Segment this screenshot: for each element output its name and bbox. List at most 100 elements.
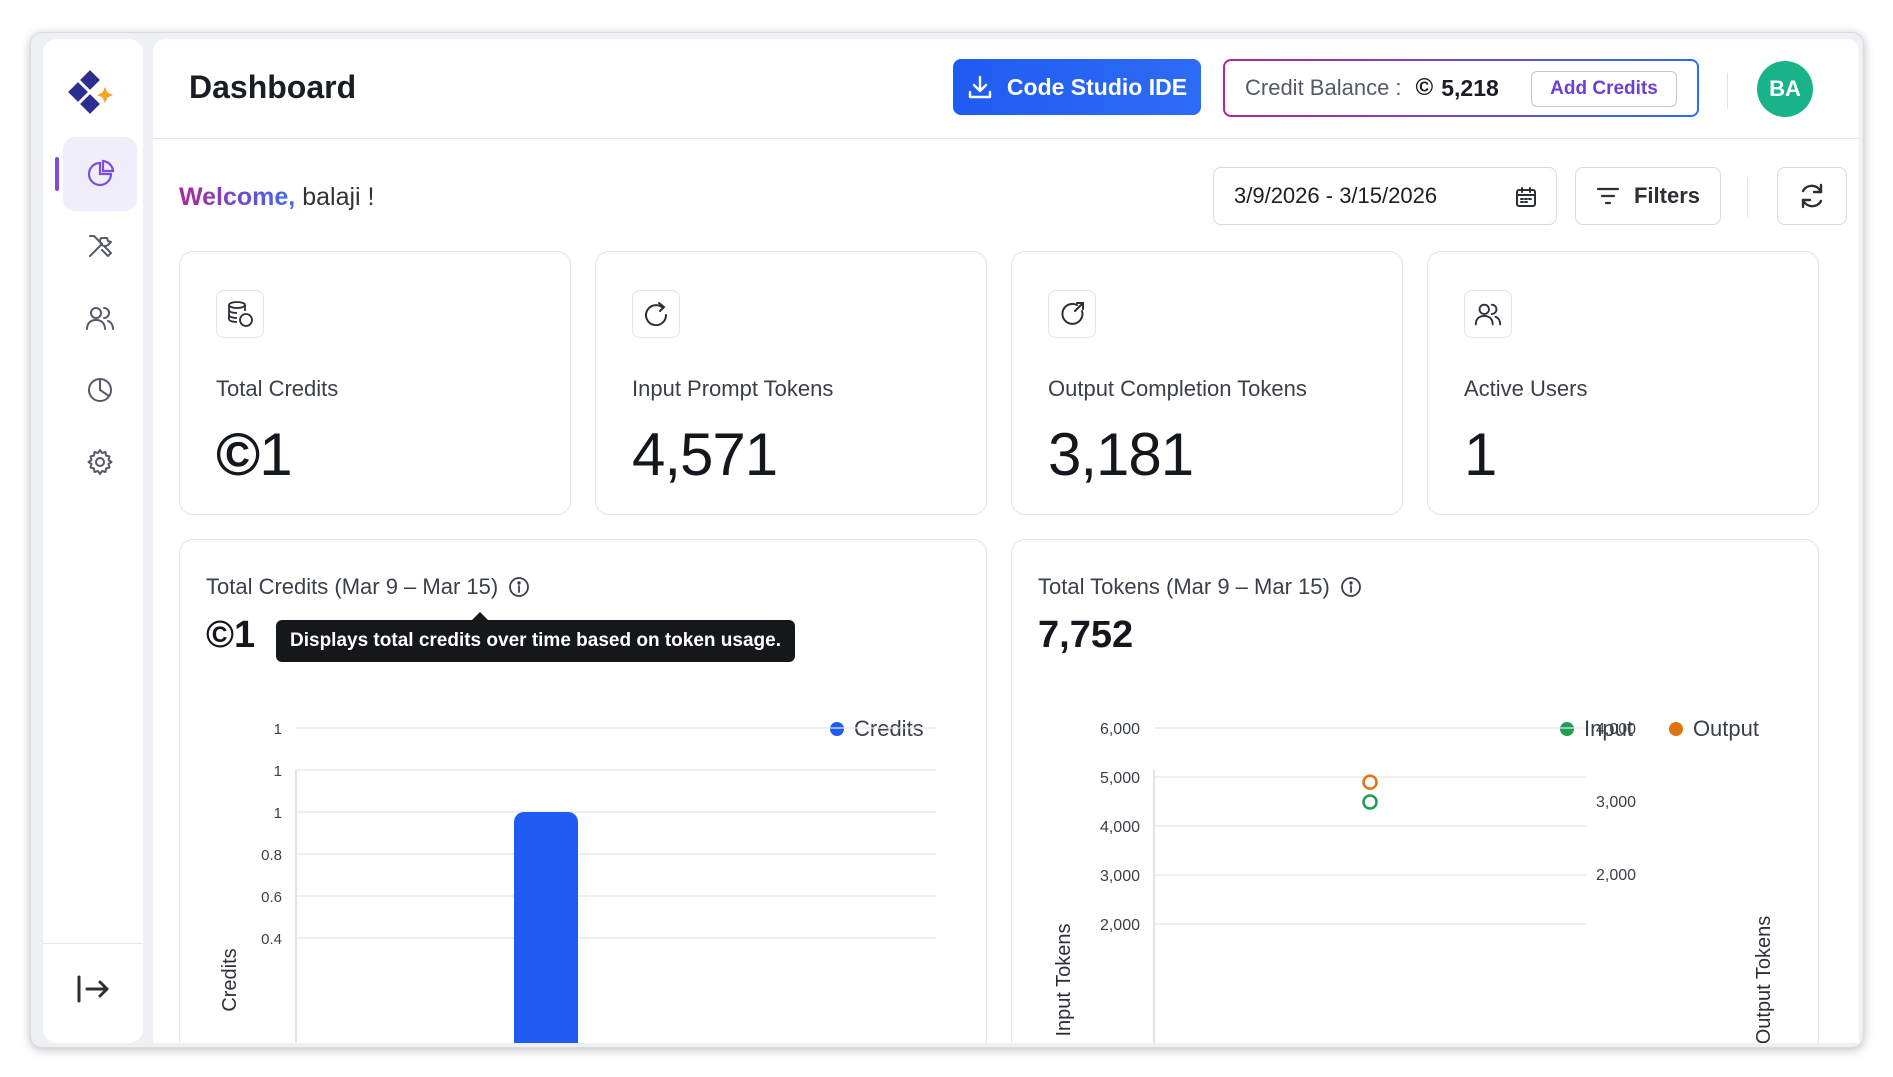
calendar-icon (1516, 187, 1536, 207)
card-icon-container (1048, 290, 1096, 338)
legend-label-input: Input (1584, 716, 1633, 741)
filters-label: Filters (1633, 183, 1701, 208)
card-label: Total Credits (216, 376, 339, 401)
tokens-y-tick-label-left: 4,000 (1100, 819, 1140, 836)
add-credits-button[interactable]: Add Credits (1531, 71, 1677, 107)
sidebar-item-dashboard[interactable] (55, 137, 137, 211)
sidebar-item-tools[interactable] (63, 209, 137, 283)
credits-bar[interactable] (514, 812, 578, 1043)
stat-card-output-completion-tokens: Output Completion Tokens 3,181 (1011, 251, 1403, 515)
header-divider (1727, 73, 1728, 109)
users-icon (1474, 303, 1502, 326)
stat-card-input-prompt-tokens: Input Prompt Tokens 4,571 (595, 251, 987, 515)
tools-icon (89, 235, 112, 257)
tokens-y-tick-label-left: 5,000 (1100, 770, 1140, 787)
card-icon-container (1464, 290, 1512, 338)
tokens-y-axis-label-left: Input Tokens (1053, 923, 1075, 1036)
tokens-y-tick-label-right: 2,000 (1596, 867, 1636, 884)
card-icon-container (216, 290, 264, 338)
credits-y-tick-label: 1 (274, 805, 282, 822)
controls-divider (1747, 177, 1748, 217)
credits-y-tick-label: 0.4 (261, 931, 282, 948)
analytics-icon (88, 378, 112, 402)
legend-swatch-input (1560, 722, 1574, 736)
output-completion-tokens-value: 3,181 (1048, 421, 1194, 488)
sidebar-item-analytics[interactable] (63, 353, 137, 427)
card-label: Input Prompt Tokens (632, 376, 834, 401)
credits-y-tick-label: 0.6 (261, 889, 282, 906)
filter-icon (1596, 187, 1620, 205)
tokens-y-tick-label-right: 4,000 (1596, 721, 1636, 738)
credits-chart-title: Total Credits (Mar 9 – Mar 15) (206, 574, 530, 600)
tokens-chart-legend[interactable]: Input Output (1560, 716, 1759, 742)
logout-icon[interactable] (73, 969, 113, 1009)
output-point[interactable] (1362, 774, 1378, 790)
credit-coin-icon: © (216, 421, 260, 488)
credits-bar-chart: Credits 1 1 1 0.8 0.6 0.4 (219, 721, 936, 1043)
info-tooltip: Displays total credits over time based o… (276, 612, 795, 662)
tokens-chart-card: Total Tokens (Mar 9 – Mar 15) 7,752 Inpu… (1011, 539, 1819, 1043)
legend-swatch-credits (830, 722, 844, 736)
sidebar-item-users[interactable] (63, 281, 137, 355)
credits-y-tick-label: 1 (274, 763, 282, 780)
app-window: Dashboard Code Studio IDE Credit Balance… (30, 32, 1864, 1048)
welcome-greeting: Welcome, (179, 183, 296, 211)
users-icon (86, 307, 114, 330)
card-value: ©1 (216, 420, 293, 489)
input-prompt-tokens-value: 4,571 (632, 421, 778, 488)
sidebar-divider (43, 943, 143, 944)
card-icon-container (632, 290, 680, 338)
credits-y-axis-label: Credits (219, 948, 241, 1011)
credit-coin-icon: © (1415, 74, 1434, 101)
app-logo-icon[interactable] (65, 67, 121, 123)
avatar[interactable]: BA (1757, 61, 1813, 117)
credit-balance-label: Credit Balance : (1245, 75, 1402, 100)
tokens-chart-title: Total Tokens (Mar 9 – Mar 15) (1038, 574, 1362, 600)
page-title: Dashboard (189, 69, 357, 105)
refresh-icon (1801, 183, 1823, 209)
output-arrow-icon (1061, 302, 1084, 325)
active-users-value: 1 (1464, 421, 1497, 488)
card-label: Active Users (1464, 376, 1588, 401)
credits-chart-total-value: 1 (234, 614, 256, 656)
tokens-y-tick-label-right: 3,000 (1596, 794, 1636, 811)
database-coins-icon (228, 301, 253, 327)
date-range-picker[interactable]: 3/9/2026 - 3/15/2026 (1213, 167, 1557, 225)
tokens-y-tick-label-left: 2,000 (1100, 917, 1140, 934)
welcome-user-name: balaji ! (302, 183, 375, 211)
legend-swatch-output (1668, 722, 1683, 736)
credits-chart-title-text: Total Credits (Mar 9 – Mar 15) (206, 574, 499, 599)
credit-balance-box: Credit Balance : © 5,218 Add Credits (1223, 59, 1699, 117)
gear-icon (87, 449, 113, 475)
top-bar: Dashboard Code Studio IDE Credit Balance… (153, 39, 1859, 139)
tokens-y-tick-label-left: 3,000 (1100, 868, 1140, 885)
filters-button[interactable]: Filters (1575, 167, 1721, 225)
ide-button-label: Code Studio IDE (1006, 73, 1188, 100)
tokens-scatter-chart: Input Tokens Output Tokens 6,000 5,000 4,0… (1053, 721, 1775, 1043)
info-icon[interactable] (508, 576, 530, 598)
credit-coin-icon: © (206, 614, 234, 656)
credits-chart-total: ©1 (206, 614, 255, 657)
code-studio-ide-button[interactable]: Code Studio IDE (953, 59, 1201, 115)
card-label: Output Completion Tokens (1048, 376, 1307, 401)
sidebar (43, 39, 143, 1043)
refresh-button[interactable] (1777, 167, 1847, 225)
pie-chart-icon (87, 159, 115, 187)
stat-card-total-credits: Total Credits ©1 (179, 251, 571, 515)
sidebar-item-settings[interactable] (63, 425, 137, 499)
info-icon[interactable] (1340, 576, 1362, 598)
main-content: Dashboard Code Studio IDE Credit Balance… (153, 39, 1859, 1043)
tokens-y-axis-label-right: Output Tokens (1753, 916, 1775, 1043)
tokens-chart-title-text: Total Tokens (Mar 9 – Mar 15) (1038, 574, 1330, 599)
stat-card-active-users: Active Users 1 (1427, 251, 1819, 515)
credits-y-tick-label: 0.8 (261, 847, 282, 864)
welcome-message: Welcome, balaji ! (179, 183, 374, 212)
total-credits-value: 1 (259, 421, 292, 488)
legend-label-output: Output (1692, 716, 1759, 741)
refresh-arrow-icon (645, 302, 668, 327)
download-icon (968, 75, 992, 99)
input-point[interactable] (1362, 794, 1378, 810)
credits-chart-card: Total Credits (Mar 9 – Mar 15) ©1 Displa… (179, 539, 987, 1043)
credit-balance-value: 5,218 (1441, 74, 1499, 101)
tokens-y-tick-label-left: 6,000 (1100, 721, 1140, 738)
